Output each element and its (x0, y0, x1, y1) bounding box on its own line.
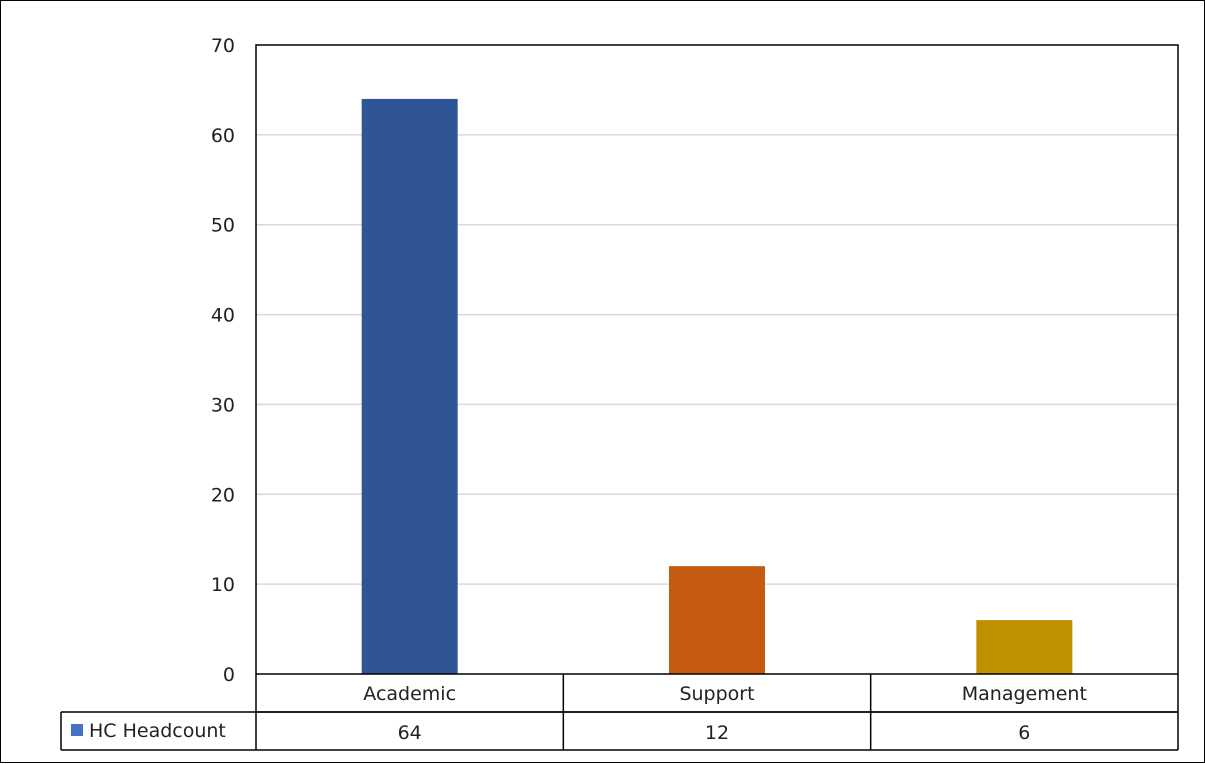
y-tick-label-30: 30 (211, 394, 235, 416)
bar-management (976, 620, 1073, 674)
legend-swatch (71, 724, 83, 736)
y-tick-label-20: 20 (211, 484, 235, 506)
bar-support (669, 566, 765, 674)
y-tick-label-0: 0 (223, 664, 235, 686)
bar-academic (361, 98, 458, 674)
y-tick-label-10: 10 (211, 574, 235, 596)
y-tick-label-50: 50 (211, 215, 235, 237)
data-table-value-academic: 64 (398, 722, 422, 744)
y-tick-label-60: 60 (211, 125, 235, 147)
category-label-support: Support (679, 683, 754, 705)
y-tick-label-70: 70 (211, 35, 235, 57)
legend-label: HC Headcount (89, 720, 226, 742)
category-label-management: Management (962, 683, 1087, 705)
plot-area-border (255, 44, 1179, 675)
y-tick-label-40: 40 (211, 305, 235, 327)
data-table-value-management: 6 (1018, 722, 1030, 744)
category-label-academic: Academic (363, 683, 456, 705)
data-table-value-support: 12 (705, 722, 729, 744)
